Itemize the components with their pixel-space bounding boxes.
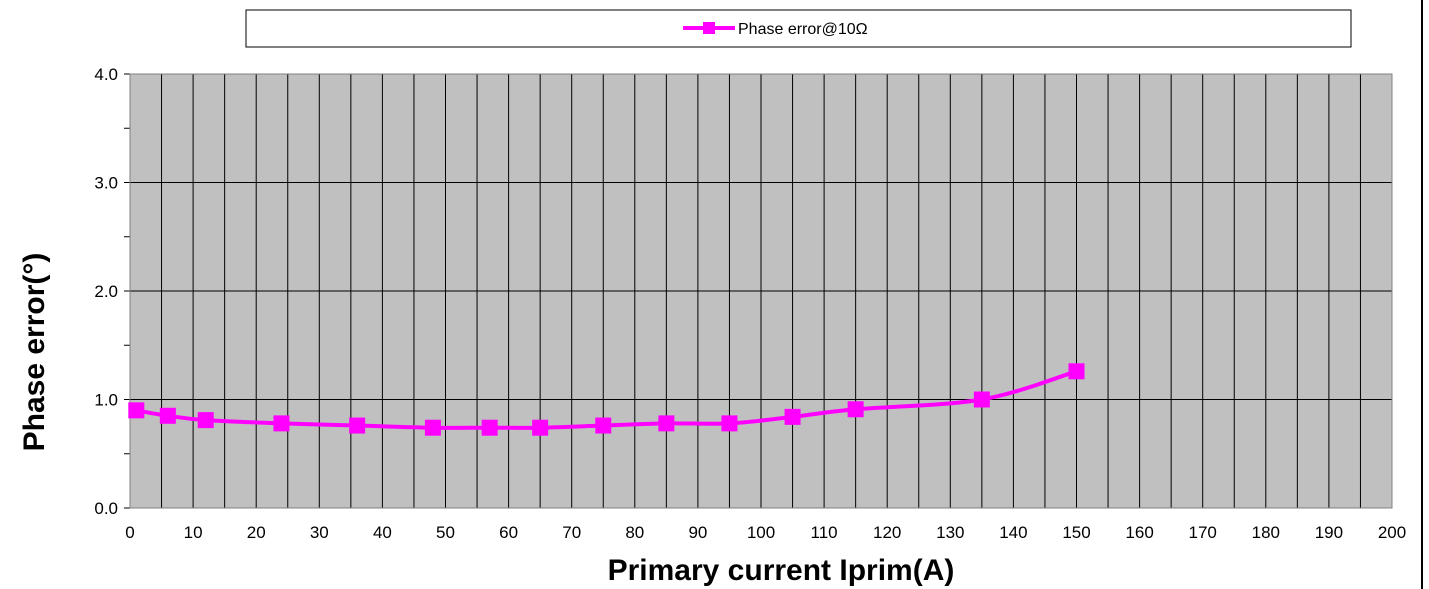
data-point-marker bbox=[197, 412, 214, 429]
x-tick-label: 140 bbox=[999, 523, 1027, 542]
x-tick-label: 190 bbox=[1315, 523, 1343, 542]
x-tick-label: 60 bbox=[499, 523, 518, 542]
data-point-marker bbox=[481, 419, 498, 436]
legend: Phase error@10Ω bbox=[245, 9, 1352, 48]
legend-marker-swatch bbox=[703, 22, 715, 34]
y-tick-label: 1.0 bbox=[94, 391, 118, 410]
x-tick-label: 50 bbox=[436, 523, 455, 542]
data-point-marker bbox=[424, 419, 441, 436]
x-tick-label: 120 bbox=[873, 523, 901, 542]
y-tick-label: 0.0 bbox=[94, 499, 118, 518]
legend-entry-label: Phase error@10Ω bbox=[738, 21, 868, 38]
y-tick-label: 2.0 bbox=[94, 282, 118, 301]
x-tick-label: 150 bbox=[1062, 523, 1090, 542]
y-tick-label: 3.0 bbox=[94, 174, 118, 193]
data-point-marker bbox=[159, 407, 176, 424]
x-tick-label: 160 bbox=[1125, 523, 1153, 542]
data-point-marker bbox=[349, 417, 366, 434]
legend-box bbox=[245, 9, 1352, 48]
y-tick-label: 4.0 bbox=[94, 65, 118, 84]
x-axis-title: Primary current Iprim(A) bbox=[608, 554, 955, 587]
x-tick-label: 180 bbox=[1252, 523, 1280, 542]
x-tick-label: 110 bbox=[811, 523, 838, 542]
x-tick-label: 170 bbox=[1189, 523, 1217, 542]
x-tick-label: 20 bbox=[247, 523, 266, 542]
series bbox=[128, 363, 1085, 436]
data-point-marker bbox=[847, 401, 864, 418]
plot-area-border bbox=[129, 73, 1393, 509]
grid bbox=[130, 74, 1392, 508]
x-tick-label: 10 bbox=[184, 523, 203, 542]
x-tick-label: 80 bbox=[625, 523, 644, 542]
data-point-marker bbox=[532, 419, 549, 436]
data-point-marker bbox=[658, 415, 675, 432]
data-point-marker bbox=[595, 417, 612, 434]
x-tick-label: 130 bbox=[936, 523, 964, 542]
data-point-marker bbox=[128, 402, 145, 419]
x-tick-labels: 0 10 20 30 40 50 60 70 80 90 100 110 120 130 140 150 160… bbox=[125, 523, 1406, 542]
x-tick-label: 200 bbox=[1378, 523, 1406, 542]
x-tick-label: 40 bbox=[373, 523, 392, 542]
data-point-marker bbox=[1068, 363, 1085, 380]
x-tick-label: 30 bbox=[310, 523, 329, 542]
data-point-marker bbox=[721, 415, 738, 432]
data-point-marker bbox=[273, 415, 290, 432]
x-tick-label: 90 bbox=[688, 523, 707, 542]
y-axis-title: Phase error(°) bbox=[18, 253, 51, 452]
x-tick-label: 70 bbox=[562, 523, 581, 542]
x-tick-label: 0 bbox=[125, 523, 134, 542]
data-point-marker bbox=[784, 408, 801, 425]
minor-ticks bbox=[124, 73, 130, 509]
x-tick-label: 100 bbox=[747, 523, 775, 542]
y-tick-labels: 0.0 1.0 2.0 3.0 4.0 bbox=[94, 65, 118, 518]
data-point-marker bbox=[973, 391, 990, 408]
